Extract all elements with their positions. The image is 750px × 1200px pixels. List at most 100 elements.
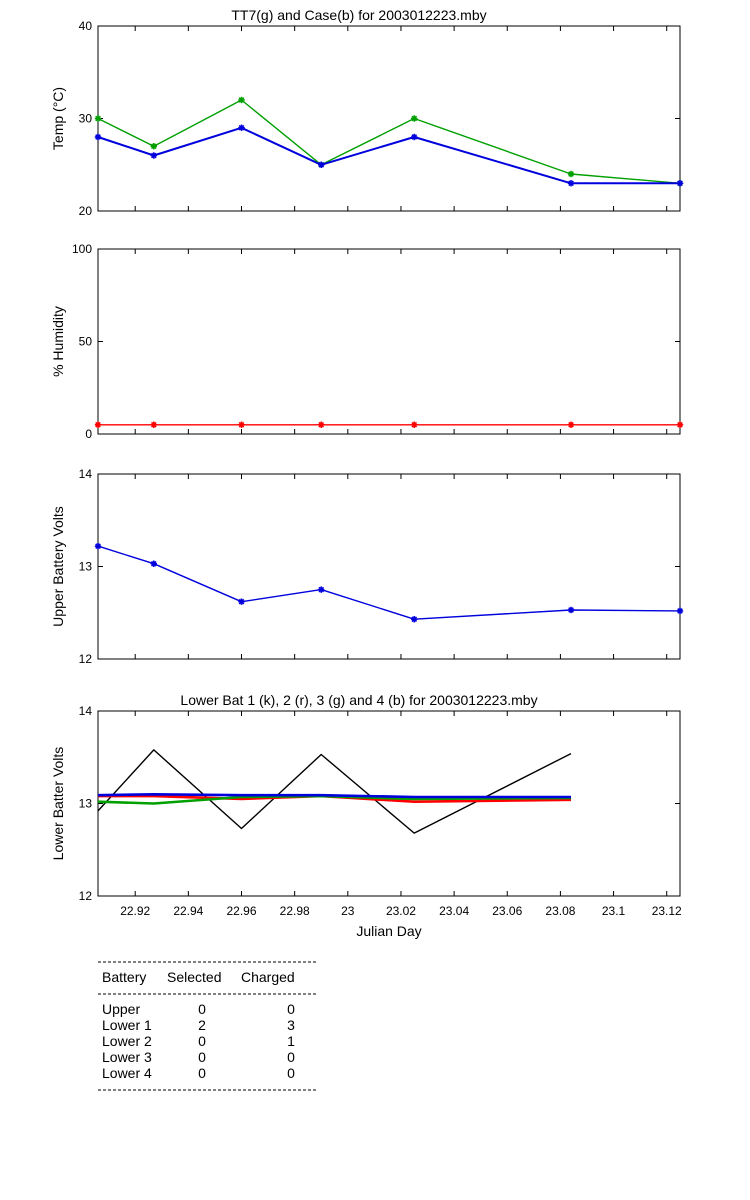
- chart-panel-3: 12 13 14 Upper Battery Volts: [50, 467, 684, 666]
- x-tick-label: 22.94: [173, 904, 203, 918]
- y-axis-label: Lower Batter Volts: [50, 747, 66, 861]
- plot-frame: [97, 473, 681, 660]
- y-tick-label: 12: [79, 889, 93, 903]
- data-point-stroke: [411, 134, 418, 140]
- data-point: [676, 607, 684, 615]
- table-cell-charged: 0: [287, 1049, 295, 1065]
- table-cell-selected: 0: [198, 1033, 206, 1049]
- data-point-stroke: [238, 598, 245, 605]
- data-point: [94, 133, 102, 141]
- table-cell-charged: 1: [287, 1033, 295, 1049]
- table-cell-selected: 2: [198, 1017, 206, 1033]
- plot-frame: [97, 248, 681, 435]
- table-cell-charged: 0: [287, 1001, 295, 1017]
- data-point-stroke: [95, 543, 101, 549]
- y-tick-label: 12: [79, 652, 93, 666]
- x-tick-label: 23.02: [386, 904, 416, 918]
- data-point-stroke: [568, 421, 574, 428]
- y-tick-label: 14: [79, 704, 93, 718]
- data-point-stroke: [677, 421, 683, 428]
- battery-table: Battery Selected Charged Upper 0 0 Lower…: [98, 961, 318, 1091]
- table-cell-battery: Lower 3: [102, 1049, 152, 1065]
- data-point: [94, 115, 102, 122]
- data-point: [238, 124, 245, 131]
- data-point-stroke: [150, 560, 157, 567]
- x-tick-label: 22.92: [120, 904, 150, 918]
- data-point-stroke: [238, 97, 245, 103]
- series-line: [97, 792, 571, 799]
- series-line: [97, 99, 681, 184]
- data-point: [567, 180, 575, 187]
- y-tick-label: 100: [72, 242, 92, 256]
- chart-panel-1: 20 30 40 Temp (°C) TT7(g) and Case(b) for 20…: [50, 7, 684, 218]
- data-point: [411, 616, 418, 623]
- data-point-stroke: [318, 421, 325, 428]
- data-point: [411, 421, 418, 428]
- data-point-stroke: [95, 421, 101, 428]
- data-point-stroke: [677, 608, 683, 614]
- data-point: [150, 152, 158, 159]
- x-tick-label: 23: [341, 904, 355, 918]
- data-point: [567, 606, 575, 614]
- table-header-selected: Selected: [167, 969, 221, 985]
- data-point-stroke: [150, 421, 157, 428]
- data-point-stroke: [318, 586, 325, 593]
- data-point-stroke: [95, 115, 101, 122]
- data-point: [94, 542, 102, 550]
- data-point: [150, 560, 158, 567]
- data-point-stroke: [568, 607, 574, 613]
- data-point: [238, 598, 245, 605]
- chart-title: Lower Bat 1 (k), 2 (r), 3 (g) and 4 (b) …: [180, 692, 537, 708]
- data-point-stroke: [238, 421, 245, 428]
- table-header-charged: Charged: [241, 969, 295, 985]
- chart-panel-4: 12 13 14 Lower Batter Volts Lower Bat 1 (k),…: [50, 692, 682, 939]
- x-tick-label: 23.06: [492, 904, 522, 918]
- data-point: [567, 421, 575, 428]
- data-point-stroke: [150, 143, 157, 150]
- data-point: [676, 421, 684, 428]
- data-point: [676, 180, 684, 187]
- data-point-stroke: [411, 421, 418, 428]
- x-tick-label: 23.08: [545, 904, 575, 918]
- data-point: [238, 421, 245, 428]
- data-point: [238, 96, 245, 104]
- y-axis-label: Temp (°C): [50, 87, 66, 150]
- x-tick-label: 22.96: [226, 904, 256, 918]
- x-tick-label: 23.12: [652, 904, 682, 918]
- series-line: [97, 545, 681, 620]
- table-cell-selected: 0: [198, 1001, 206, 1017]
- data-point-stroke: [318, 161, 325, 168]
- table-cell-battery: Lower 1: [102, 1017, 152, 1033]
- data-point: [150, 421, 158, 428]
- y-tick-label: 14: [79, 467, 93, 481]
- x-tick-label: 22.98: [280, 904, 310, 918]
- data-point: [411, 133, 418, 141]
- data-point: [411, 115, 418, 122]
- data-point-stroke: [568, 171, 574, 177]
- table-cell-battery: Lower 2: [102, 1033, 152, 1049]
- data-point-stroke: [150, 152, 157, 159]
- table-cell-battery: Upper: [102, 1001, 140, 1017]
- data-point: [150, 143, 158, 150]
- series-line: [97, 749, 572, 834]
- y-tick-label: 50: [79, 335, 93, 349]
- data-point-stroke: [95, 134, 101, 140]
- y-axis-label: % Humidity: [50, 306, 66, 377]
- data-point-stroke: [568, 180, 574, 187]
- plot-frame: [97, 710, 681, 897]
- table-cell-selected: 0: [198, 1049, 206, 1065]
- series-line: [97, 794, 572, 805]
- data-point: [94, 421, 102, 428]
- chart-panel-2: 0 50 100 % Humidity: [50, 242, 684, 441]
- y-tick-label: 13: [79, 797, 93, 811]
- y-tick-label: 13: [79, 560, 93, 574]
- y-tick-label: 20: [79, 204, 93, 218]
- data-point: [318, 161, 325, 168]
- data-point-stroke: [677, 180, 683, 187]
- y-tick-label: 0: [85, 427, 92, 441]
- data-point: [318, 421, 325, 428]
- table-cell-battery: Lower 4: [102, 1065, 152, 1081]
- x-axis-label: Julian Day: [356, 923, 421, 939]
- y-tick-label: 40: [79, 19, 93, 33]
